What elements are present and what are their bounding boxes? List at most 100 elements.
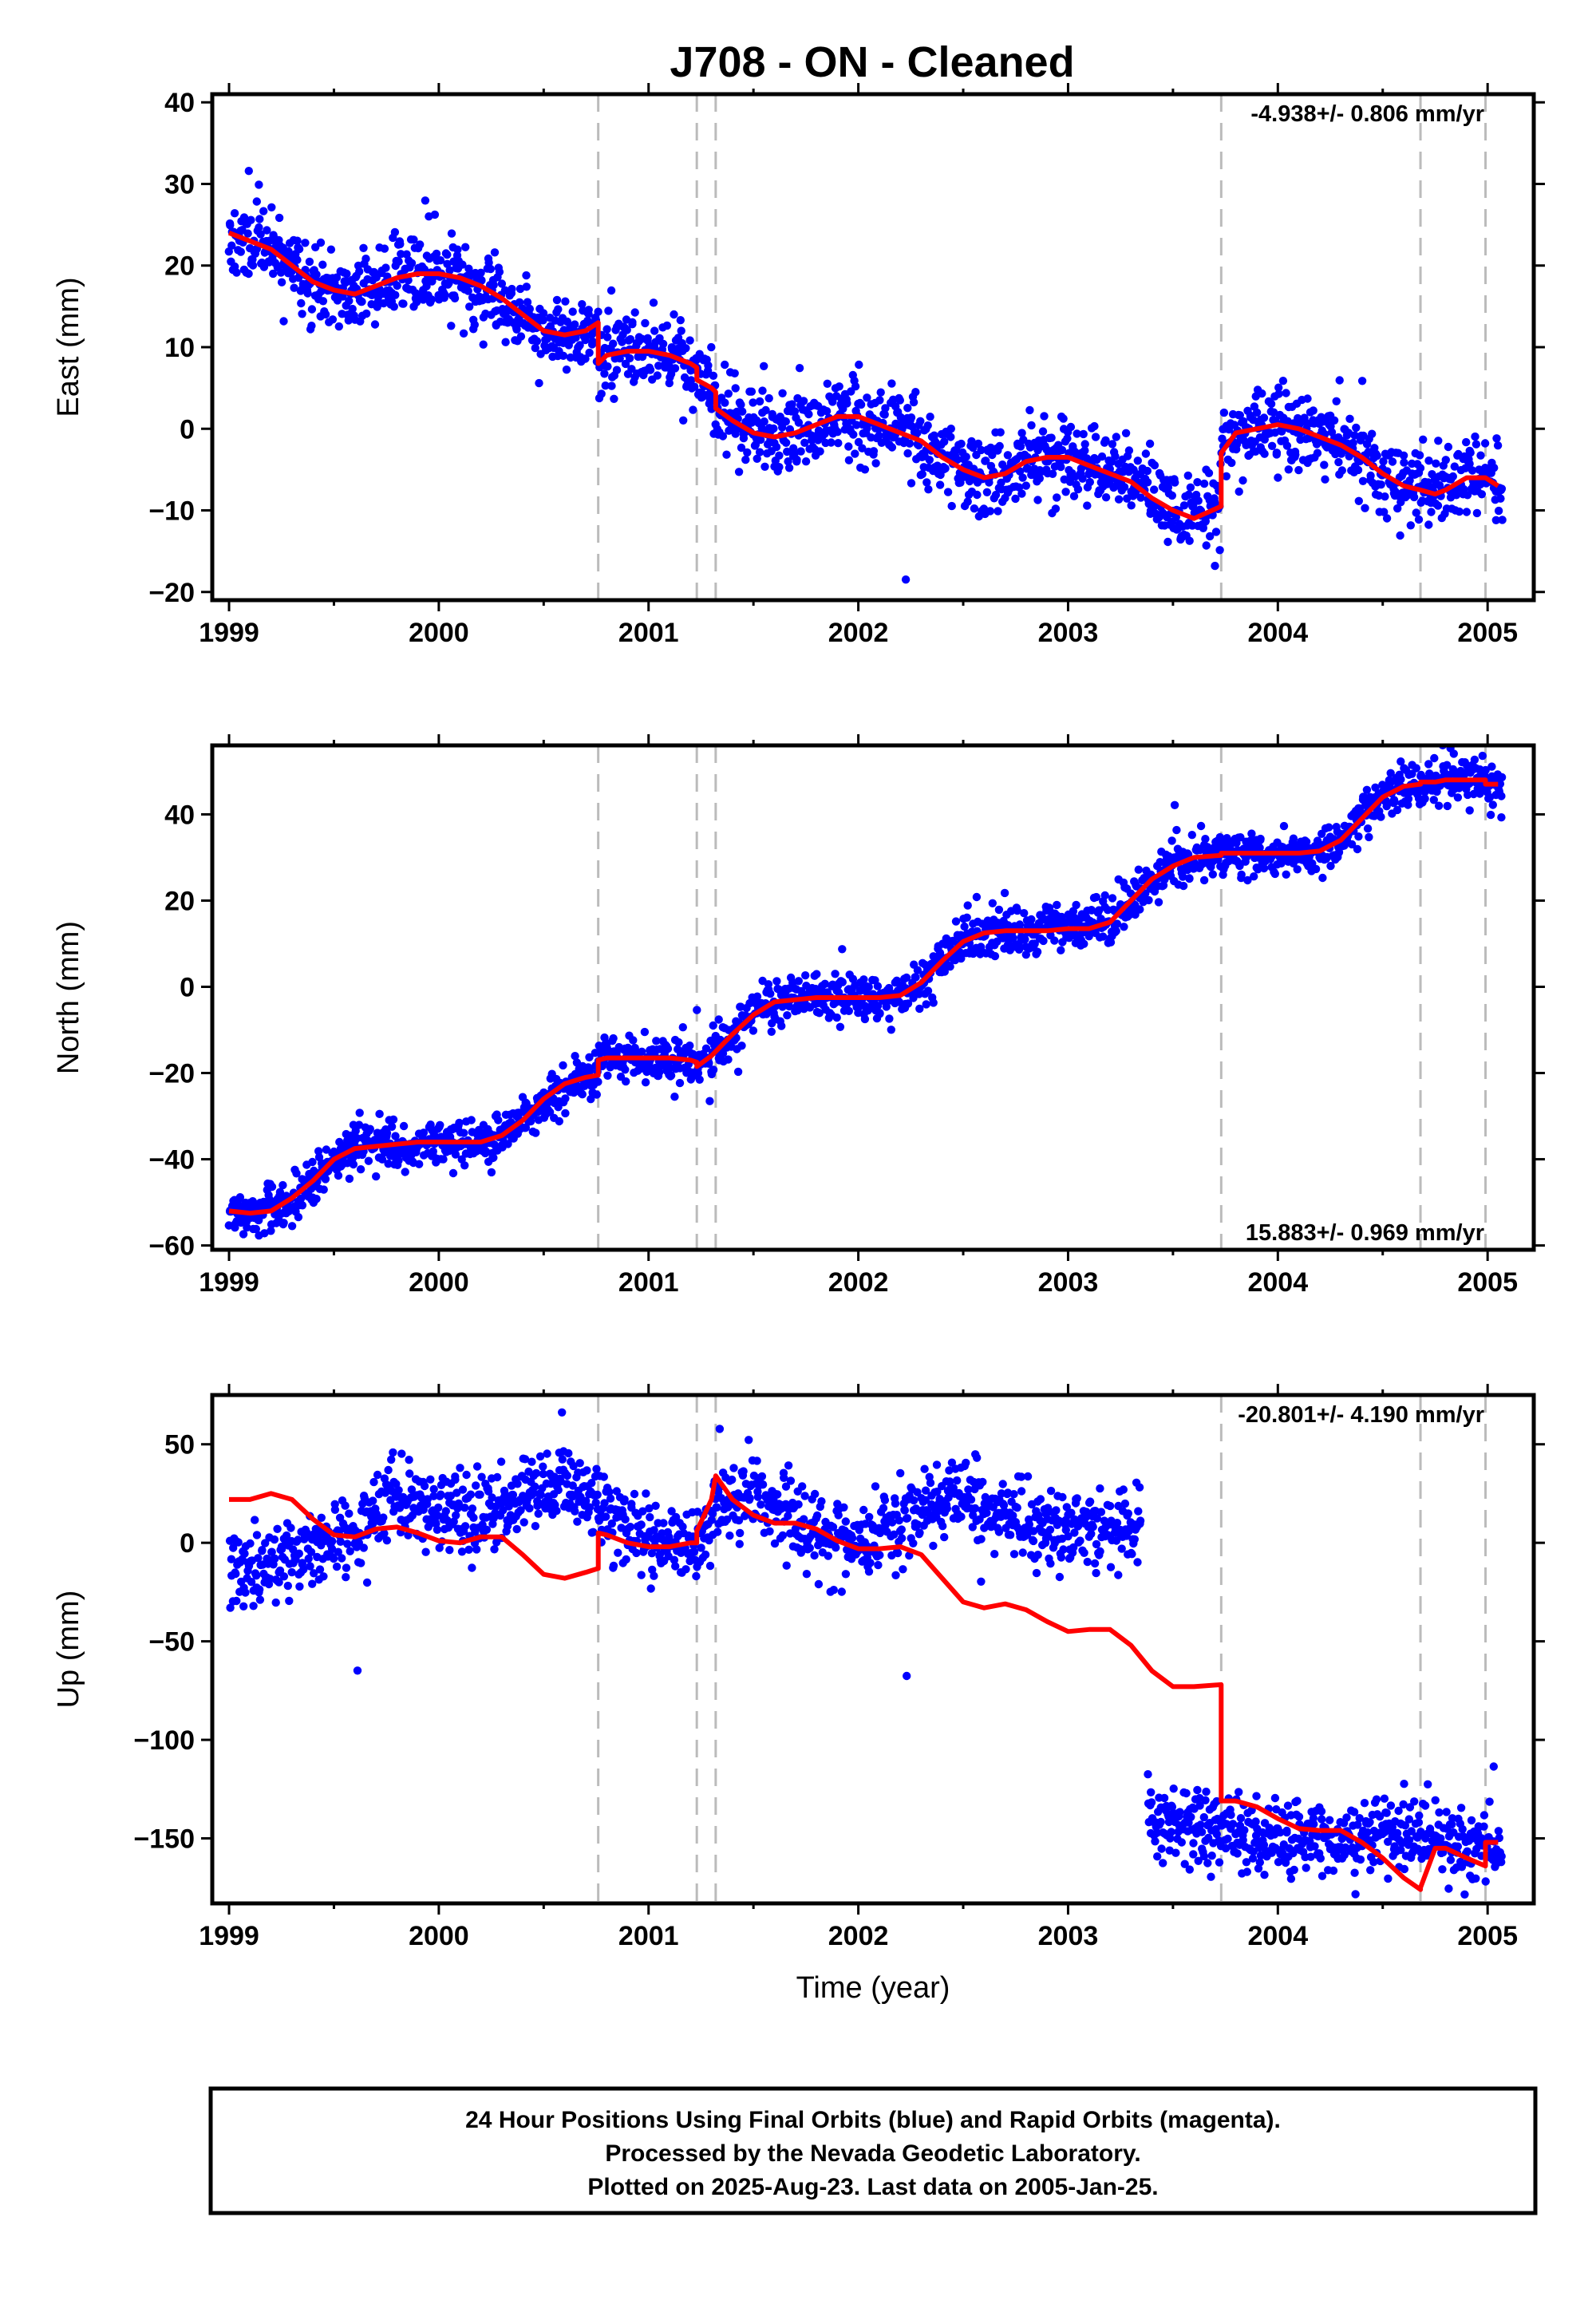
data-point [974, 439, 983, 449]
data-point [605, 1488, 614, 1496]
data-point [620, 1495, 629, 1504]
data-point [1079, 429, 1088, 439]
data-point [382, 1536, 392, 1545]
data-point [1289, 834, 1298, 843]
data-point [929, 1541, 938, 1551]
data-point [591, 1498, 600, 1508]
data-point [838, 945, 847, 954]
data-point [627, 1500, 636, 1508]
data-point [1035, 474, 1045, 483]
data-point [831, 970, 839, 978]
data-point [626, 334, 635, 344]
data-point [543, 1449, 551, 1458]
data-point [897, 1534, 907, 1543]
data-point [415, 1160, 424, 1168]
data-point [450, 294, 460, 302]
data-point [1199, 479, 1209, 488]
data-point [1301, 417, 1310, 427]
data-point [301, 239, 310, 247]
data-point [342, 1563, 351, 1572]
data-point [275, 1188, 285, 1196]
data-point [940, 1532, 949, 1542]
data-point [1334, 457, 1343, 467]
data-point [314, 1147, 323, 1156]
data-point [306, 1562, 314, 1571]
data-point [1063, 434, 1072, 443]
data-point [607, 381, 616, 390]
data-point [1069, 907, 1078, 915]
data-point [649, 298, 658, 307]
data-point [709, 371, 718, 380]
data-point [429, 1147, 437, 1156]
data-point [1388, 457, 1397, 466]
data-point [837, 1587, 847, 1596]
data-point [602, 325, 611, 334]
data-point [946, 962, 954, 971]
data-point [1472, 508, 1482, 518]
panels: 1999 2000 2001 2002 2003 2004 2005−20−10010203… [52, 83, 1545, 2005]
data-point [582, 1496, 591, 1506]
data-point [777, 1022, 786, 1030]
data-point [1091, 433, 1100, 441]
data-point [630, 308, 639, 317]
data-point [822, 407, 832, 416]
data-point [812, 970, 821, 978]
data-point [592, 1464, 601, 1473]
data-point [642, 1489, 650, 1498]
data-point [307, 305, 317, 314]
data-point [294, 1212, 303, 1222]
data-point [407, 1485, 417, 1494]
model-line [227, 231, 1499, 521]
data-point [472, 1147, 481, 1156]
data-point [273, 1524, 282, 1534]
data-point [439, 1155, 448, 1164]
data-point [709, 1021, 717, 1030]
data-point [650, 326, 659, 335]
data-point [874, 1560, 883, 1570]
data-point [1256, 834, 1265, 844]
data-point [1222, 472, 1231, 480]
data-point [531, 1128, 540, 1137]
data-point [255, 1585, 264, 1594]
data-point [970, 504, 979, 513]
data-point [246, 1539, 255, 1548]
data-point [923, 986, 933, 995]
data-point [494, 1116, 503, 1124]
data-point [1424, 456, 1433, 465]
data-point [466, 1490, 476, 1499]
data-point [725, 1531, 734, 1540]
data-point [453, 245, 462, 254]
data-point [295, 1582, 304, 1591]
data-point [1000, 888, 1009, 898]
data-point [1061, 488, 1070, 496]
data-point [467, 1116, 476, 1124]
data-point [482, 1525, 492, 1535]
data-point [986, 507, 995, 516]
data-point [243, 1223, 251, 1232]
data-point [824, 1551, 833, 1560]
data-point [1494, 506, 1503, 516]
data-point [1069, 492, 1079, 500]
data-point [1172, 825, 1181, 835]
data-point [907, 479, 916, 488]
data-point [1260, 449, 1269, 458]
data-point [823, 379, 832, 388]
data-point [592, 1090, 601, 1099]
data-point [277, 278, 286, 287]
data-point [873, 982, 883, 990]
data-point [1047, 433, 1056, 442]
data-point [1409, 492, 1419, 502]
data-point [713, 1528, 722, 1536]
data-point [390, 227, 400, 237]
data-point [729, 1464, 738, 1472]
data-point [844, 442, 853, 451]
data-point [1313, 449, 1322, 457]
data-point [909, 397, 918, 407]
data-point [379, 298, 388, 308]
data-point [1274, 389, 1283, 398]
data-point [394, 1156, 403, 1165]
data-point [767, 1027, 776, 1037]
data-point [1486, 810, 1495, 820]
data-point [267, 1182, 277, 1192]
data-point [397, 1449, 406, 1458]
